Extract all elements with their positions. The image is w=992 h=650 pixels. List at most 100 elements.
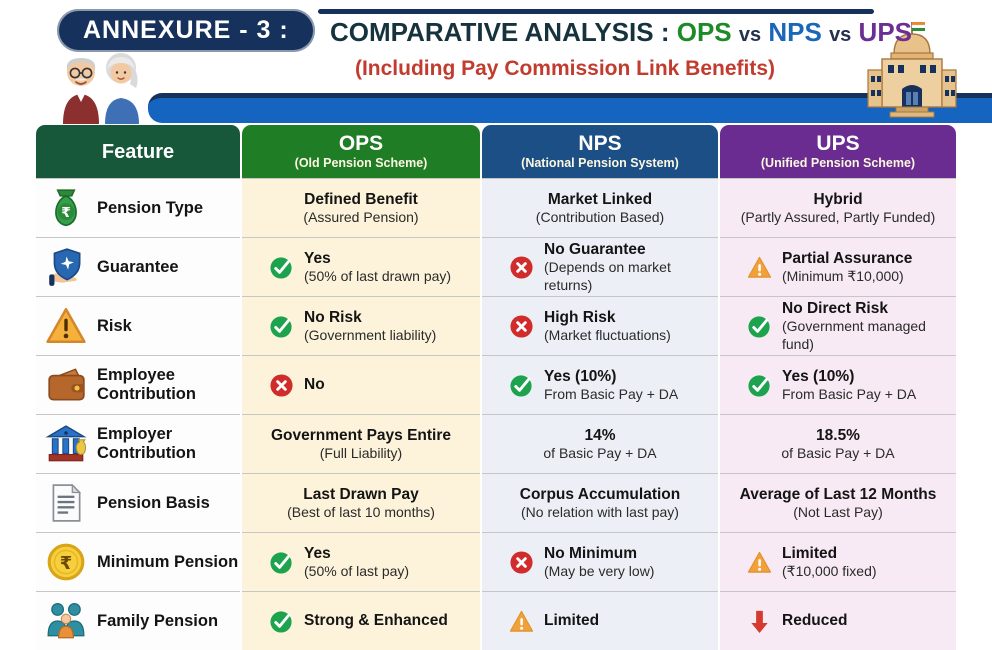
cross-icon xyxy=(509,550,534,575)
column-sublabel-nps: (National Pension System) xyxy=(521,156,679,171)
elderly-couple-icon xyxy=(63,53,139,124)
value-subtext: (50% of last pay) xyxy=(304,562,410,579)
value-title: No Minimum xyxy=(544,544,637,562)
value-subtext: From Basic Pay + DA xyxy=(544,385,679,402)
shield-hand-icon xyxy=(45,246,87,288)
feature-cell-row-4: Employer Contribution xyxy=(36,414,240,473)
ups-cell-row-0: Hybrid (Partly Assured, Partly Funded) xyxy=(720,178,956,237)
check-icon xyxy=(269,550,294,575)
feature-cell-row-6: ₹ Minimum Pension xyxy=(36,532,240,591)
value-subtext: (Not Last Pay) xyxy=(793,503,883,520)
ups-cell-row-3: Yes (10%) From Basic Pay + DA xyxy=(720,355,956,414)
value-title: Yes xyxy=(304,544,331,562)
value-subtext: (Partly Assured, Partly Funded) xyxy=(740,208,936,225)
value-subtext: From Basic Pay + DA xyxy=(782,385,917,402)
svg-text:₹: ₹ xyxy=(61,205,71,221)
nps-cell-row-0: Market Linked (Contribution Based) xyxy=(482,178,718,237)
ops-cell-row-6: Yes (50% of last pay) xyxy=(242,532,480,591)
elderly-couple-illustration xyxy=(50,46,154,124)
ups-cell-row-2: No Direct Risk (Government managed fund) xyxy=(720,296,956,355)
value-title: Reduced xyxy=(782,612,848,630)
value-title: No xyxy=(304,376,325,394)
value-subtext: (₹10,000 fixed) xyxy=(782,562,877,579)
header-divider-bar xyxy=(148,93,992,123)
value-subtext: (Best of last 10 months) xyxy=(287,503,435,520)
feature-label: Risk xyxy=(97,316,132,335)
ops-cell-row-4: Government Pays Entire (Full Liability) xyxy=(242,414,480,473)
value-subtext: (Full Liability) xyxy=(319,444,403,461)
value-title: Market Linked xyxy=(547,190,653,208)
ops-cell-row-0: Defined Benefit (Assured Pension) xyxy=(242,178,480,237)
value-subtext: of Basic Pay + DA xyxy=(543,444,657,461)
feature-label: Family Pension xyxy=(97,611,219,630)
value-subtext: (Government liability) xyxy=(304,326,437,343)
value-subtext: (Assured Pension) xyxy=(303,208,419,225)
page-subtitle: (Including Pay Commission Link Benefits) xyxy=(354,57,776,80)
value-title: No Risk xyxy=(304,308,362,326)
value-title: Yes (10%) xyxy=(782,367,855,385)
ups-cell-row-6: Limited (₹10,000 fixed) xyxy=(720,532,956,591)
government-building-icon xyxy=(867,22,957,118)
value-title: Limited xyxy=(544,612,600,630)
government-building-illustration xyxy=(860,20,964,122)
value-subtext: (Depends on market returns) xyxy=(544,259,671,293)
column-header-nps: NPS (National Pension System) xyxy=(482,125,718,178)
value-subtext: (Market fluctuations) xyxy=(544,326,671,343)
ups-cell-row-4: 18.5% of Basic Pay + DA xyxy=(720,414,956,473)
check-icon xyxy=(509,373,534,398)
feature-label: Employer Contribution xyxy=(97,425,196,462)
feature-label: Guarantee xyxy=(97,257,179,276)
value-title: Corpus Accumulation xyxy=(519,485,681,503)
title-prefix: COMPARATIVE ANALYSIS : xyxy=(330,17,670,47)
document-icon xyxy=(45,482,87,524)
value-subtext: (Minimum ₹10,000) xyxy=(782,267,904,284)
cross-icon xyxy=(509,314,534,339)
column-label-feature: Feature xyxy=(101,140,175,163)
feature-label: Employee Contribution xyxy=(97,366,196,403)
column-header-feature: Feature xyxy=(36,125,240,178)
feature-cell-row-2: Risk xyxy=(36,296,240,355)
title-nps: NPS xyxy=(768,17,822,47)
ups-cell-row-7: Reduced xyxy=(720,591,956,650)
bank-icon xyxy=(45,423,87,465)
title-vs-2: vs xyxy=(829,24,852,46)
column-header-ups: UPS (Unified Pension Scheme) xyxy=(720,125,956,178)
value-title: Average of Last 12 Months xyxy=(739,485,937,503)
ops-cell-row-5: Last Drawn Pay (Best of last 10 months) xyxy=(242,473,480,532)
comparison-table: Feature OPS (Old Pension Scheme) NPS (Nation… xyxy=(36,125,956,650)
feature-label: Pension Type xyxy=(97,198,204,217)
title-box-top-border xyxy=(318,9,874,14)
page-title: COMPARATIVE ANALYSIS : OPS vs NPS vs UPS xyxy=(330,17,912,48)
value-title: Strong & Enhanced xyxy=(304,612,448,630)
value-title: 14% xyxy=(584,426,616,444)
cross-icon xyxy=(269,373,294,398)
feature-cell-row-5: Pension Basis xyxy=(36,473,240,532)
check-icon xyxy=(269,609,294,634)
svg-text:₹: ₹ xyxy=(60,553,72,574)
ops-cell-row-1: Yes (50% of last drawn pay) xyxy=(242,237,480,296)
column-sublabel-ups: (Unified Pension Scheme) xyxy=(760,156,916,171)
infographic-page: { "header": { "annexure_label": "ANNEXUR… xyxy=(36,9,992,650)
value-subtext: (50% of last drawn pay) xyxy=(304,267,452,284)
value-title: Limited xyxy=(782,544,838,562)
ops-cell-row-7: Strong & Enhanced xyxy=(242,591,480,650)
feature-label: Minimum Pension xyxy=(97,552,239,571)
ops-cell-row-3: No xyxy=(242,355,480,414)
feature-cell-row-7: Family Pension xyxy=(36,591,240,650)
value-title: No Guarantee xyxy=(544,240,646,258)
family-icon xyxy=(45,600,87,642)
column-header-ops: OPS (Old Pension Scheme) xyxy=(242,125,480,178)
warning-icon xyxy=(747,255,772,280)
check-icon xyxy=(269,255,294,280)
annexure-label: ANNEXURE - 3 : xyxy=(83,16,289,44)
nps-cell-row-3: Yes (10%) From Basic Pay + DA xyxy=(482,355,718,414)
down-icon xyxy=(747,609,772,634)
feature-cell-row-1: Guarantee xyxy=(36,237,240,296)
title-ops: OPS xyxy=(676,17,732,47)
warning-triangle-icon xyxy=(45,305,87,347)
nps-cell-row-1: No Guarantee (Depends on market returns) xyxy=(482,237,718,296)
column-sublabel-ops: (Old Pension Scheme) xyxy=(294,156,428,171)
nps-cell-row-6: No Minimum (May be very low) xyxy=(482,532,718,591)
ups-cell-row-1: Partial Assurance (Minimum ₹10,000) xyxy=(720,237,956,296)
check-icon xyxy=(747,373,772,398)
